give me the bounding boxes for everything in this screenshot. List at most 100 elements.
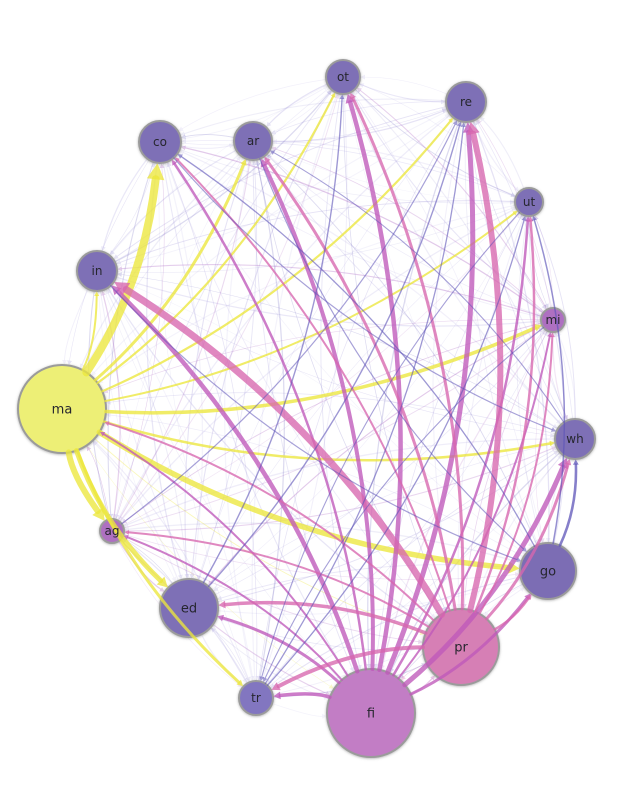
edge-ar-fi xyxy=(252,159,355,672)
edge-co-wh xyxy=(173,157,556,432)
edge-pr-mi xyxy=(478,332,555,615)
edge-ma-ar xyxy=(93,159,247,382)
edge-pr-ag xyxy=(124,530,430,628)
edge-pr-ot xyxy=(350,92,465,611)
edge-tr-ed xyxy=(210,627,249,683)
edge-tr-mi xyxy=(268,331,548,688)
node-mi[interactable] xyxy=(540,307,566,333)
edge-pr-re xyxy=(466,122,504,614)
edge-pr-fi xyxy=(401,662,427,681)
edge-ed-re xyxy=(207,121,462,588)
node-tr[interactable] xyxy=(238,680,274,716)
edge-ar-in xyxy=(109,149,237,255)
edge-ut-fi xyxy=(373,213,523,669)
edge-pr-in xyxy=(114,282,446,618)
node-ot[interactable] xyxy=(325,59,361,95)
edge-ar-go xyxy=(259,158,527,552)
edge-ut-re xyxy=(480,116,525,190)
edge-pr-ma xyxy=(104,421,435,622)
edge-mi-in xyxy=(117,264,543,317)
edge-co-mi xyxy=(176,153,541,319)
edge-pr-go xyxy=(493,594,532,631)
edge-ar-ma xyxy=(79,153,240,369)
edge-mi-ar xyxy=(271,146,545,313)
edge-in-re xyxy=(116,114,450,267)
edge-ot-co xyxy=(178,79,327,131)
edge-go-ma xyxy=(106,412,525,558)
edge-mi-ot xyxy=(356,87,548,311)
edge-ma-mi xyxy=(104,324,542,415)
edge-ma-co xyxy=(82,163,165,377)
node-layer xyxy=(17,59,596,758)
edge-ar-tr xyxy=(224,159,254,681)
edge-pr-ut xyxy=(474,216,536,614)
edge-in-wh xyxy=(113,280,555,438)
edge-ot-tr xyxy=(251,92,339,681)
edge-ot-in xyxy=(110,84,329,256)
node-ut[interactable] xyxy=(514,187,544,217)
edge-ag-ma xyxy=(86,446,110,520)
node-re[interactable] xyxy=(445,81,487,123)
edge-tr-ut xyxy=(266,216,527,687)
node-wh[interactable] xyxy=(554,418,596,460)
edge-go-ag xyxy=(124,522,522,564)
edge-ot-mi xyxy=(350,91,544,313)
edge-pr-ed xyxy=(218,600,428,635)
edge-ot-ut xyxy=(354,88,516,197)
edge-tr-re xyxy=(264,122,466,685)
edge-co-ut xyxy=(179,149,515,206)
edge-ot-re xyxy=(358,83,446,105)
edge-ma-fi xyxy=(86,445,334,689)
edge-ut-wh xyxy=(528,215,568,420)
edge-re-in xyxy=(113,106,447,259)
edge-go-ar xyxy=(267,154,538,546)
edge-ag-re xyxy=(121,120,458,525)
edge-co-re xyxy=(180,107,447,146)
node-co[interactable] xyxy=(138,120,182,164)
edge-ma-re xyxy=(101,117,453,393)
node-in[interactable] xyxy=(76,250,118,292)
edge-ar-ut xyxy=(270,148,515,205)
edge-wh-ed xyxy=(213,443,556,592)
edge-tr-ma xyxy=(93,440,251,683)
edge-ed-ar xyxy=(198,160,258,582)
edge-mi-tr xyxy=(262,326,545,683)
edge-fi-ma xyxy=(100,431,349,677)
node-ar[interactable] xyxy=(233,121,273,161)
edge-co-ar xyxy=(180,143,234,149)
edge-ma-ot xyxy=(96,92,336,385)
edge-fi-ag xyxy=(123,535,343,681)
edge-ot-fi xyxy=(320,93,362,670)
edge-wh-ar xyxy=(270,150,565,423)
edge-ed-ot xyxy=(202,94,345,584)
edge-ar-wh xyxy=(263,155,558,429)
edge-ot-ar xyxy=(266,83,329,127)
edge-ma-ag xyxy=(65,449,105,521)
node-ed[interactable] xyxy=(159,578,219,638)
node-go[interactable] xyxy=(519,542,577,600)
edge-ag-in xyxy=(100,290,121,520)
edge-fi-co xyxy=(172,159,368,671)
edge-in-ut xyxy=(116,206,516,273)
edge-ma-ut xyxy=(104,210,518,402)
edge-re-ed xyxy=(196,117,454,580)
edge-ag-co xyxy=(115,163,165,520)
edge-wh-ot xyxy=(355,89,569,421)
edge-re-ot xyxy=(360,74,448,95)
edge-re-co xyxy=(180,98,447,136)
edge-fi-tr xyxy=(273,691,332,700)
edge-ut-pr xyxy=(456,214,525,609)
edge-pr-tr xyxy=(271,645,425,691)
edge-wh-re xyxy=(476,119,574,420)
edge-ed-in xyxy=(106,289,188,580)
edge-ed-ut xyxy=(211,214,523,591)
edge-tr-fi xyxy=(271,703,327,719)
edge-fi-ed xyxy=(217,614,341,685)
edge-ma-wh xyxy=(102,420,555,462)
edge-ag-pr xyxy=(121,536,423,645)
node-ma[interactable] xyxy=(17,364,107,454)
edge-co-in xyxy=(101,158,148,252)
edge-ma-tr xyxy=(75,448,244,687)
edge-go-wh xyxy=(558,459,579,547)
